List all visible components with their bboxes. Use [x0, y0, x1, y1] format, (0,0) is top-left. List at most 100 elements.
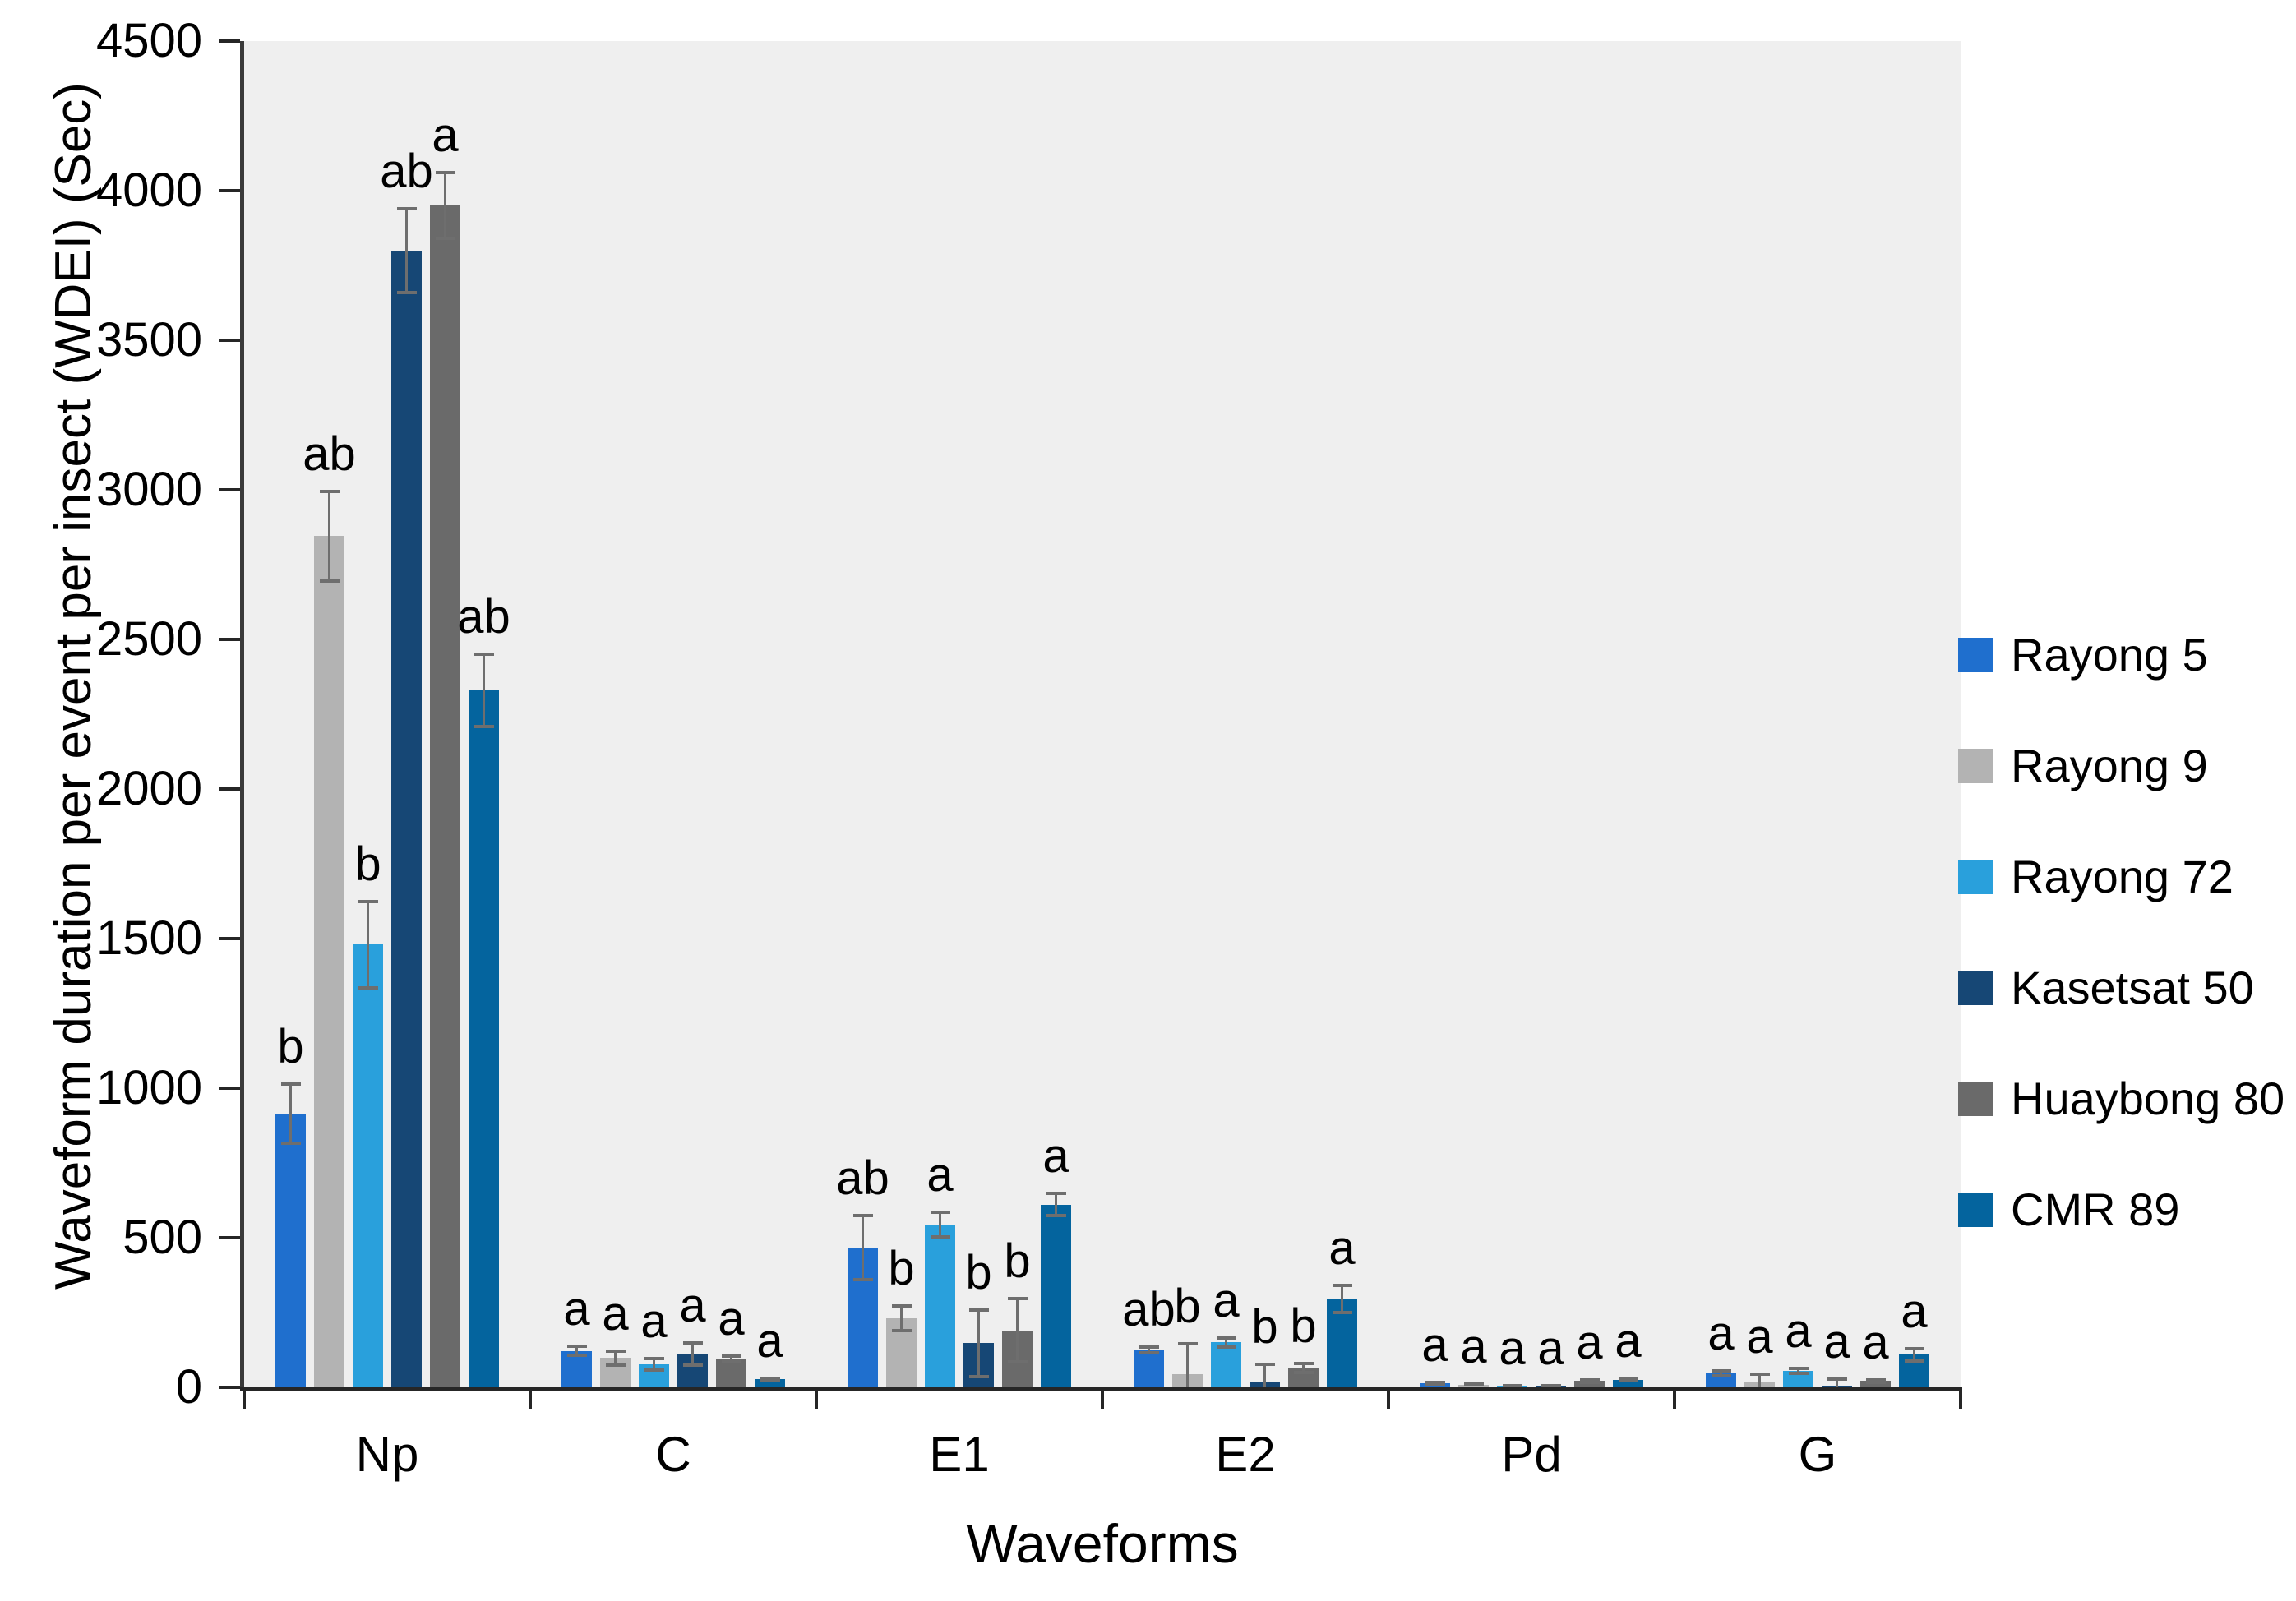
bar-rayong-9-np: [314, 536, 344, 1387]
error-bar-cap-top: [968, 1308, 989, 1312]
error-bar-cap-bottom: [1579, 1380, 1600, 1384]
legend-label: Rayong 72: [2011, 851, 2234, 902]
error-bar: [900, 1305, 903, 1331]
bar-rayong-9-pd: [1458, 1385, 1489, 1387]
error-bar-cap-top: [891, 1303, 912, 1308]
error-bar: [977, 1309, 980, 1377]
legend-item-huaybong-80: Huaybong 80: [1958, 1076, 2284, 1122]
bar-cmr-89-e1: [1041, 1204, 1071, 1387]
significance-letter: b: [1251, 1300, 1278, 1354]
legend-item-rayong-9: Rayong 9: [1958, 743, 2208, 789]
x-axis-line: [240, 1387, 1961, 1391]
x-tick-mark: [1101, 1387, 1104, 1409]
error-bar-cap-top: [1579, 1377, 1600, 1382]
x-tick-mark: [529, 1387, 532, 1409]
bar-rayong-5-e2: [1134, 1350, 1164, 1387]
x-tick-mark: [1673, 1387, 1676, 1409]
error-bar: [328, 491, 330, 581]
error-bar: [1225, 1337, 1227, 1347]
y-tick-label: 0: [175, 1360, 202, 1414]
error-bar-cap-top: [1904, 1346, 1924, 1350]
y-tick-label: 3500: [95, 313, 202, 367]
error-bar-cap-bottom: [1007, 1360, 1028, 1364]
error-bar-cap-top: [682, 1340, 703, 1345]
significance-letter: ab: [1122, 1282, 1176, 1336]
error-bar: [1341, 1285, 1343, 1313]
significance-letter: b: [354, 837, 381, 891]
error-bar: [730, 1356, 732, 1362]
bar-rayong-72-e2: [1211, 1342, 1241, 1387]
error-bar: [483, 654, 485, 727]
error-bar: [444, 173, 446, 239]
bar-cmr-89-c: [755, 1379, 785, 1387]
error-bar-cap-top: [435, 171, 455, 175]
significance-letter: ab: [380, 144, 433, 198]
error-bar-cap-bottom: [968, 1375, 989, 1379]
error-bar-cap-top: [1139, 1345, 1159, 1349]
error-bar-cap-top: [396, 206, 417, 210]
error-bar-cap-top: [605, 1349, 626, 1353]
y-axis-title: Waveform duration per event per insect (…: [45, 82, 102, 1290]
significance-letter: a: [1460, 1319, 1487, 1373]
y-tick-label: 3000: [95, 463, 202, 516]
error-bar-cap-top: [1788, 1367, 1809, 1371]
plot-area: [244, 41, 1961, 1387]
y-tick-mark: [219, 339, 240, 342]
error-bar-cap-top: [1749, 1373, 1770, 1377]
error-bar-cap-top: [1293, 1361, 1314, 1365]
significance-letter: b: [888, 1241, 915, 1295]
error-bar-cap-bottom: [1425, 1382, 1445, 1386]
error-bar-cap-top: [852, 1213, 873, 1217]
error-bar: [1263, 1364, 1266, 1387]
x-tick-mark: [1387, 1387, 1390, 1409]
error-bar: [1016, 1299, 1019, 1363]
error-bar-cap-bottom: [1618, 1378, 1638, 1382]
error-bar-cap-top: [566, 1344, 587, 1348]
significance-letter: b: [277, 1019, 304, 1073]
error-bar-cap-top: [1177, 1342, 1198, 1346]
error-bar: [1148, 1346, 1150, 1354]
error-bar-cap-bottom: [358, 986, 378, 990]
x-category-label: C: [655, 1427, 691, 1482]
error-bar-cap-top: [1541, 1383, 1561, 1387]
legend-swatch: [1958, 638, 1993, 672]
error-bar: [1302, 1363, 1305, 1373]
error-bar-cap-bottom: [435, 237, 455, 241]
significance-letter: ab: [303, 427, 356, 481]
error-bar-cap-top: [474, 653, 494, 657]
bar-huaybong-80-c: [716, 1359, 746, 1387]
error-bar-cap-top: [280, 1082, 301, 1086]
error-bar-cap-top: [1502, 1383, 1522, 1387]
error-bar-cap-top: [644, 1357, 664, 1361]
error-bar-cap-top: [358, 899, 378, 903]
error-bar-cap-bottom: [319, 579, 340, 584]
error-bar: [691, 1342, 694, 1366]
error-bar: [575, 1345, 578, 1356]
error-bar-cap-bottom: [605, 1363, 626, 1368]
x-axis-title: Waveforms: [966, 1513, 1239, 1574]
significance-letter: a: [1707, 1307, 1735, 1361]
significance-letter: a: [679, 1278, 706, 1332]
error-bar-cap-bottom: [852, 1278, 873, 1282]
y-tick-mark: [219, 39, 240, 43]
x-tick-mark: [1959, 1387, 1962, 1409]
significance-letter: a: [1862, 1315, 1889, 1369]
legend-item-rayong-72: Rayong 72: [1958, 854, 2234, 900]
significance-letter: ab: [836, 1151, 889, 1205]
y-tick-label: 1000: [95, 1061, 202, 1114]
error-bar: [614, 1350, 617, 1366]
bar-rayong-72-g: [1783, 1370, 1813, 1387]
significance-letter: a: [1576, 1315, 1603, 1369]
error-bar-cap-top: [1711, 1369, 1731, 1373]
significance-letter: a: [1615, 1314, 1642, 1368]
x-category-label: G: [1798, 1427, 1837, 1482]
significance-letter: a: [718, 1292, 745, 1346]
legend-label: Rayong 9: [2011, 740, 2208, 791]
significance-letter: a: [926, 1148, 954, 1202]
error-bar: [1836, 1379, 1838, 1387]
significance-letter: a: [1328, 1221, 1356, 1276]
error-bar-cap-bottom: [1332, 1311, 1352, 1314]
y-tick-label: 2500: [95, 612, 202, 666]
error-bar-cap-bottom: [1216, 1345, 1236, 1349]
